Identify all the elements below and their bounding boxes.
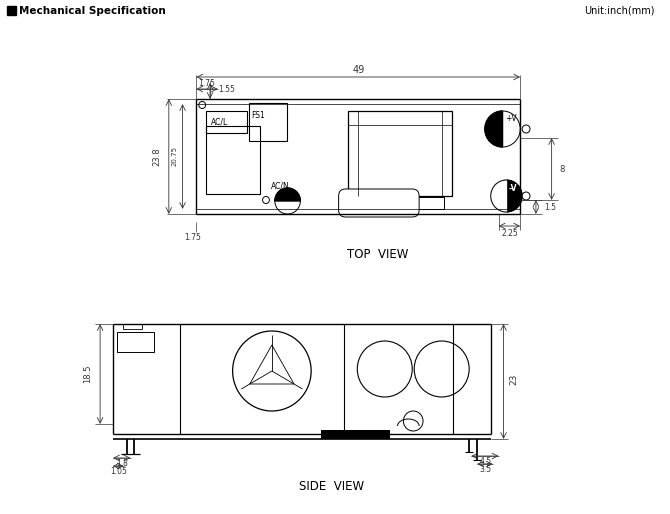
- Text: AC/L: AC/L: [211, 118, 228, 126]
- Text: 1.75: 1.75: [184, 233, 201, 243]
- Text: 4.5: 4.5: [480, 457, 492, 467]
- Text: 18.5: 18.5: [83, 365, 92, 383]
- Text: 49: 49: [352, 65, 364, 75]
- Text: AC/N: AC/N: [271, 181, 289, 191]
- Circle shape: [357, 341, 412, 397]
- Circle shape: [490, 180, 522, 212]
- Circle shape: [199, 101, 206, 108]
- Bar: [249, 103, 287, 141]
- Bar: [356, 197, 444, 209]
- Bar: [348, 111, 452, 196]
- Text: 1.5: 1.5: [544, 203, 556, 211]
- Circle shape: [522, 125, 530, 133]
- Wedge shape: [275, 188, 300, 201]
- Text: 1.8: 1.8: [116, 460, 128, 468]
- Bar: [7, 6, 15, 15]
- Text: +V: +V: [505, 114, 517, 123]
- Text: 1.75: 1.75: [199, 79, 216, 87]
- Circle shape: [403, 411, 423, 431]
- FancyBboxPatch shape: [338, 189, 419, 217]
- Text: 23.8: 23.8: [153, 147, 161, 166]
- Text: 8: 8: [559, 164, 565, 174]
- Bar: [206, 126, 260, 194]
- Circle shape: [522, 192, 530, 200]
- Text: -V: -V: [509, 184, 517, 193]
- Text: 3.5: 3.5: [480, 466, 492, 474]
- Text: SIDE  VIEW: SIDE VIEW: [299, 480, 364, 492]
- Text: FS1: FS1: [251, 111, 265, 119]
- Circle shape: [414, 341, 469, 397]
- Circle shape: [232, 331, 311, 411]
- Bar: [117, 332, 154, 352]
- Bar: [206, 111, 247, 133]
- Bar: [123, 324, 142, 329]
- Wedge shape: [490, 180, 507, 212]
- Text: TOP  VIEW: TOP VIEW: [347, 248, 409, 261]
- Text: 1.55: 1.55: [218, 85, 234, 95]
- Text: 2.25: 2.25: [501, 229, 518, 238]
- Text: 1.05: 1.05: [111, 468, 127, 476]
- Text: Mechanical Specification: Mechanical Specification: [19, 6, 165, 15]
- Text: Unit:inch(mm): Unit:inch(mm): [584, 6, 655, 15]
- Wedge shape: [485, 111, 502, 147]
- Text: 23: 23: [510, 373, 519, 384]
- Text: 20.75: 20.75: [172, 146, 178, 167]
- Bar: [321, 430, 390, 439]
- Circle shape: [263, 196, 269, 204]
